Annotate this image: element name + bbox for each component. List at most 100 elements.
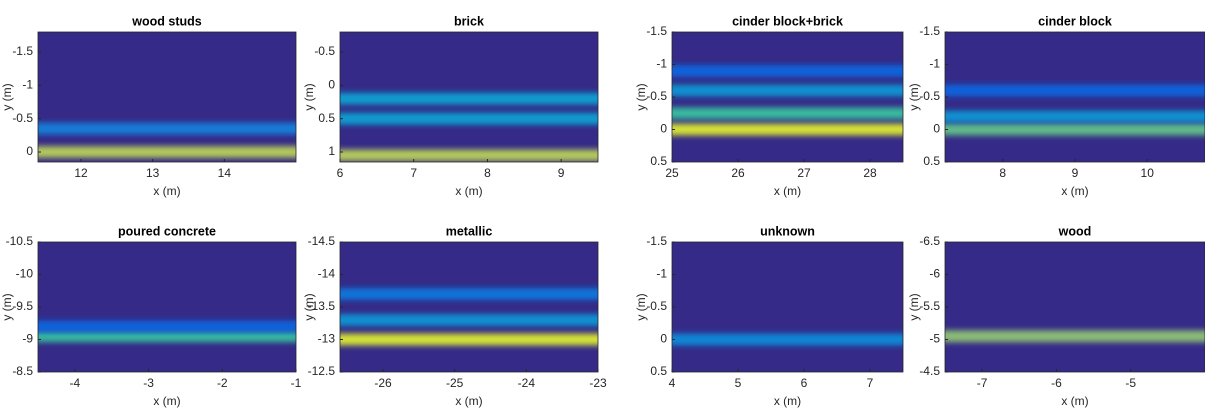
bands (38, 320, 296, 343)
y-tick-label: -0.5 (646, 89, 667, 103)
x-tick-label: 7 (867, 376, 874, 390)
x-tick-label: 7 (410, 166, 417, 180)
x-tick-label: 5 (735, 376, 742, 390)
y-tick-label: -9.5 (12, 299, 33, 313)
bands (945, 84, 1205, 136)
y-tick-label: 0 (660, 122, 667, 136)
x-tick-label: 10 (1141, 166, 1155, 180)
band (672, 333, 903, 346)
x-tick-label: -26 (374, 376, 392, 390)
y-tick-label: -10 (16, 267, 34, 281)
x-axis-label: x (m) (774, 184, 801, 198)
band (38, 122, 296, 135)
y-axis-label: y (m) (634, 293, 648, 320)
y-tick-label: -14.5 (308, 234, 336, 248)
x-tick-label: -24 (518, 376, 536, 390)
x-tick-label: -23 (589, 376, 607, 390)
y-tick-label: -8.5 (12, 364, 33, 378)
x-tick-label: -1 (291, 376, 302, 390)
x-tick-label: 27 (797, 166, 811, 180)
x-tick-label: 12 (74, 166, 88, 180)
x-tick-label: 6 (337, 166, 344, 180)
x-tick-label: -6 (1051, 376, 1062, 390)
y-axis-label: y (m) (634, 83, 648, 110)
band (38, 330, 296, 343)
y-tick-label: 1 (328, 144, 335, 158)
y-tick-label: 0 (328, 78, 335, 92)
plot-background (38, 32, 296, 162)
chart-title: poured concrete (118, 224, 216, 238)
x-axis-label: x (m) (455, 184, 482, 198)
band (672, 107, 903, 120)
y-tick-label: -0.5 (646, 299, 667, 313)
y-axis-label: y (m) (302, 83, 316, 110)
y-tick-label: 0.5 (923, 154, 940, 168)
band (340, 288, 598, 300)
y-tick-label: -1.5 (12, 44, 33, 58)
band (38, 320, 296, 333)
band (945, 84, 1205, 97)
band (672, 84, 903, 97)
axes-box (339, 31, 599, 163)
bands (672, 65, 903, 136)
bands (340, 92, 598, 162)
y-tick-label: 0 (26, 144, 33, 158)
x-axis-label: x (m) (153, 394, 180, 408)
y-tick-label: -5.5 (919, 299, 940, 313)
band (340, 112, 598, 125)
x-tick-label: 8 (999, 166, 1006, 180)
x-axis-label: x (m) (1061, 184, 1088, 198)
axes-box (37, 31, 297, 163)
y-tick-label: -6.5 (919, 234, 940, 248)
y-tick-label: 0 (660, 332, 667, 346)
x-tick-label: 28 (863, 166, 877, 180)
y-tick-label: -14 (318, 267, 336, 281)
y-tick-label: -0.5 (314, 44, 335, 58)
chart-title: brick (454, 14, 484, 28)
x-axis-label: x (m) (1061, 394, 1088, 408)
y-tick-label: 0.5 (318, 111, 335, 125)
y-tick-label: -10.5 (6, 234, 34, 248)
y-tick-label: 0 (933, 122, 940, 136)
y-tick-label: 0.5 (650, 364, 667, 378)
x-axis-label: x (m) (455, 394, 482, 408)
band (38, 146, 296, 158)
chart-title: cinder block+brick (732, 14, 843, 28)
plot-background (672, 242, 903, 372)
y-tick-label: -0.5 (919, 89, 940, 103)
x-tick-label: 8 (484, 166, 491, 180)
y-tick-label: -13.5 (308, 299, 336, 313)
x-tick-label: -7 (977, 376, 988, 390)
chart-title: wood studs (131, 14, 201, 28)
band (340, 333, 598, 346)
x-tick-label: 9 (558, 166, 565, 180)
x-tick-label: -4 (70, 376, 81, 390)
x-tick-label: 26 (731, 166, 745, 180)
x-tick-label: 13 (146, 166, 160, 180)
bands (340, 288, 598, 346)
y-tick-label: -1.5 (646, 234, 667, 248)
y-axis-label: y (m) (302, 293, 316, 320)
x-axis-label: x (m) (774, 394, 801, 408)
x-tick-label: 9 (1072, 166, 1079, 180)
y-axis-label: y (m) (0, 83, 14, 110)
bands (38, 122, 296, 158)
x-tick-label: 25 (665, 166, 679, 180)
y-axis-label: y (m) (907, 83, 921, 110)
x-tick-label: 4 (669, 376, 676, 390)
y-tick-label: -0.5 (12, 111, 33, 125)
y-tick-label: -1.5 (919, 24, 940, 38)
chart-title: wood (1058, 224, 1092, 238)
plot-background (38, 242, 296, 372)
y-axis-label: y (m) (0, 293, 14, 320)
band (340, 92, 598, 105)
x-tick-label: 14 (218, 166, 232, 180)
band (340, 149, 598, 162)
chart-title: metallic (446, 224, 493, 238)
bands (672, 333, 903, 346)
band (340, 314, 598, 326)
y-tick-label: -5 (929, 332, 940, 346)
plot-background (945, 242, 1205, 372)
y-axis-label: y (m) (907, 293, 921, 320)
